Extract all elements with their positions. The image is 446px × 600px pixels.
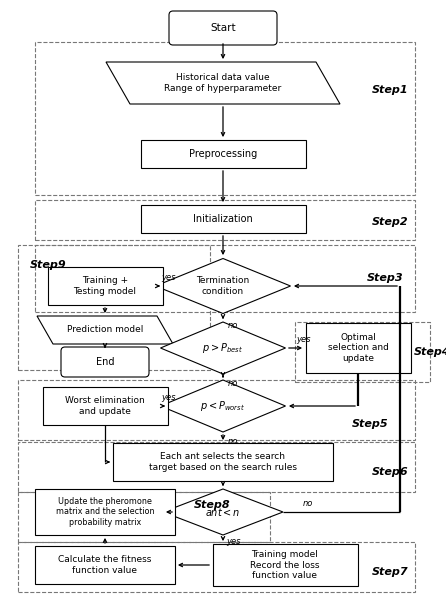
Bar (35, 42, 415, 195)
Text: yes: yes (161, 274, 175, 283)
Polygon shape (106, 62, 340, 104)
Bar (306, 323, 410, 373)
Bar (42, 387, 168, 425)
Text: Training +
Testing model: Training + Testing model (74, 276, 136, 296)
Text: Termination
condition: Termination condition (196, 276, 250, 296)
Bar (212, 544, 358, 586)
Text: yes: yes (226, 538, 240, 547)
Text: Preprocessing: Preprocessing (189, 149, 257, 159)
Bar (18, 380, 415, 440)
Text: no: no (228, 322, 238, 331)
Text: Step4: Step4 (414, 347, 446, 357)
Text: Initialization: Initialization (193, 214, 253, 224)
Bar (48, 267, 162, 305)
Text: Update the pheromone
matrix and the selection
probability matrix: Update the pheromone matrix and the sele… (56, 497, 154, 527)
Text: yes: yes (161, 392, 175, 401)
FancyBboxPatch shape (61, 347, 149, 377)
Bar (35, 489, 175, 535)
Text: Step3: Step3 (367, 273, 403, 283)
Polygon shape (161, 322, 285, 374)
FancyBboxPatch shape (169, 11, 277, 45)
Text: Step7: Step7 (372, 567, 408, 577)
Text: Historical data value
Range of hyperparameter: Historical data value Range of hyperpara… (165, 73, 281, 92)
Text: yes: yes (296, 335, 310, 343)
Text: no: no (228, 379, 238, 389)
Bar (140, 140, 306, 168)
Bar (295, 322, 430, 382)
Text: Step2: Step2 (372, 217, 408, 227)
Text: Training model
Record the loss
function value: Training model Record the loss function … (250, 550, 320, 580)
Bar (35, 200, 415, 240)
Text: Prediction model: Prediction model (67, 325, 143, 335)
Bar (35, 245, 415, 312)
Text: Worst elimination
and update: Worst elimination and update (65, 396, 145, 416)
Text: Step1: Step1 (372, 85, 408, 95)
Polygon shape (37, 316, 173, 344)
Text: Each ant selects the search
target based on the search rules: Each ant selects the search target based… (149, 452, 297, 472)
Text: Step8: Step8 (194, 500, 230, 510)
Text: $ant<n$: $ant<n$ (205, 506, 241, 518)
Polygon shape (161, 380, 285, 432)
Bar (18, 245, 210, 370)
Bar (35, 546, 175, 584)
Text: no: no (228, 437, 238, 446)
Text: $p>P_{best}$: $p>P_{best}$ (202, 341, 244, 355)
Text: Step6: Step6 (372, 467, 408, 477)
Text: Step9: Step9 (30, 260, 66, 270)
Bar (113, 443, 333, 481)
Text: Optimal
selection and
update: Optimal selection and update (327, 333, 388, 363)
Text: Start: Start (210, 23, 236, 33)
Text: $p<P_{worst}$: $p<P_{worst}$ (200, 399, 246, 413)
Bar (18, 492, 270, 542)
Text: Calculate the fitness
function value: Calculate the fitness function value (58, 556, 152, 575)
Polygon shape (156, 259, 290, 313)
Bar (18, 442, 415, 492)
Text: End: End (96, 357, 114, 367)
Polygon shape (163, 489, 283, 535)
Bar (18, 542, 415, 592)
Bar (140, 205, 306, 233)
Text: Step5: Step5 (352, 419, 388, 429)
Text: no: no (303, 499, 313, 508)
